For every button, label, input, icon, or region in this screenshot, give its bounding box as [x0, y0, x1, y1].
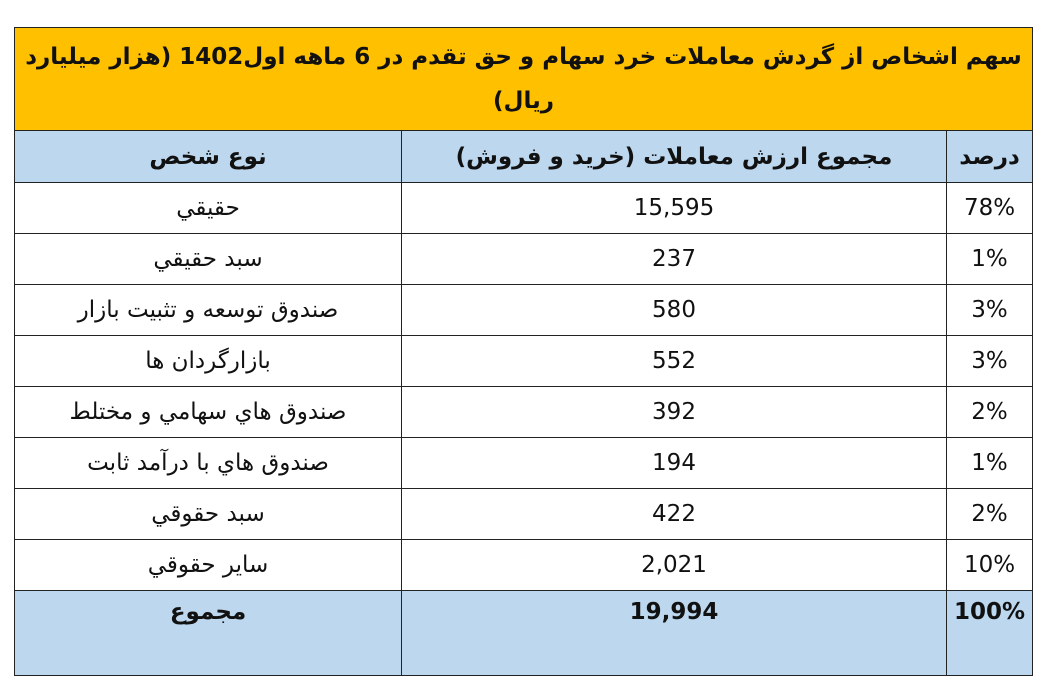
cell: صندوق هاي سهامي و مختلط [14, 386, 402, 438]
cell: حقيقي [14, 182, 402, 234]
table-title: سهم اشخاص از گردش معاملات خرد سهام و حق … [14, 27, 1033, 131]
cell: 1% [946, 437, 1033, 489]
table-row: 3% 552 بازارگردان ها [14, 335, 1033, 387]
cell: 19,994 [401, 590, 947, 676]
cell: سبد حقوقي [14, 488, 402, 540]
cell: ساير حقوقي [14, 539, 402, 591]
cell: 2,021 [401, 539, 947, 591]
table-row: 1% 237 سبد حقيقي [14, 233, 1033, 285]
table-row: 10% 2,021 ساير حقوقي [14, 539, 1033, 591]
cell: 78% [946, 182, 1033, 234]
cell: 100% [946, 590, 1033, 676]
cell: 15,595 [401, 182, 947, 234]
cell: 3% [946, 284, 1033, 336]
table-row: 2% 422 سبد حقوقي [14, 488, 1033, 540]
data-table: سهم اشخاص از گردش معاملات خرد سهام و حق … [14, 27, 1033, 676]
cell: 10% [946, 539, 1033, 591]
cell: 422 [401, 488, 947, 540]
cell: صندوق توسعه و تثبيت بازار [14, 284, 402, 336]
cell: 2% [946, 488, 1033, 540]
cell: مجموع ارزش معاملات (خريد و فروش) [401, 130, 947, 183]
cell: 1% [946, 233, 1033, 285]
cell: 2% [946, 386, 1033, 438]
cell: درصد [946, 130, 1033, 183]
cell: سبد حقيقي [14, 233, 402, 285]
cell: مجموع [14, 590, 402, 676]
table-row: 78% 15,595 حقيقي [14, 182, 1033, 234]
cell: 392 [401, 386, 947, 438]
cell: بازارگردان ها [14, 335, 402, 387]
cell: 3% [946, 335, 1033, 387]
cell: 580 [401, 284, 947, 336]
table-row: 2% 392 صندوق هاي سهامي و مختلط [14, 386, 1033, 438]
cell: 194 [401, 437, 947, 489]
cell: نوع شخص [14, 130, 402, 183]
header-row: درصد مجموع ارزش معاملات (خريد و فروش) نوع … [14, 130, 1033, 183]
table-row: 3% 580 صندوق توسعه و تثبيت بازار [14, 284, 1033, 336]
cell: 237 [401, 233, 947, 285]
table-row: 1% 194 صندوق هاي با درآمد ثابت [14, 437, 1033, 489]
total-row: 100% 19,994 مجموع [14, 590, 1033, 676]
cell: صندوق هاي با درآمد ثابت [14, 437, 402, 489]
cell: 552 [401, 335, 947, 387]
